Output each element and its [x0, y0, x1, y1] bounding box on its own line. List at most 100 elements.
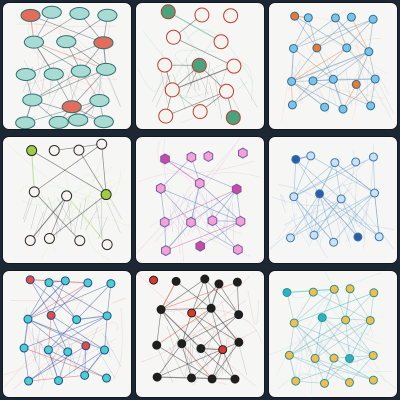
network-node — [370, 74, 380, 84]
hatch-line — [376, 71, 390, 96]
network-edge — [294, 15, 347, 49]
network-node — [291, 376, 301, 386]
network-diagram-6 — [269, 144, 395, 259]
network-node — [219, 83, 235, 99]
network-edge — [288, 322, 295, 356]
network-node — [93, 115, 114, 129]
network-node — [22, 93, 43, 107]
hatch-line — [185, 346, 190, 377]
network-edge — [293, 18, 374, 49]
network-node — [152, 340, 162, 350]
network-node — [233, 243, 243, 256]
decorative-stroke — [269, 288, 331, 356]
hatch-line — [298, 336, 304, 360]
network-diagram-7 — [3, 275, 128, 391]
network-node — [192, 104, 208, 120]
network-node — [23, 314, 33, 324]
hatch-line — [22, 197, 31, 220]
network-node — [28, 186, 40, 198]
network-node — [289, 192, 299, 202]
network-edge — [167, 11, 222, 43]
network-node — [200, 274, 210, 284]
network-diagram-3 — [281, 9, 394, 122]
hatch-line — [98, 216, 108, 239]
network-node — [232, 277, 242, 287]
network-diagram-tile-4 — [3, 137, 131, 263]
hatch-line — [216, 343, 236, 378]
network-edge — [314, 319, 346, 359]
network-node — [341, 315, 351, 325]
network-diagram-tile-5 — [136, 137, 264, 263]
hatch-line — [240, 78, 258, 108]
network-edge — [160, 278, 206, 310]
network-edge — [181, 308, 212, 344]
network-node — [152, 372, 162, 382]
network-node — [235, 215, 246, 227]
network-edge — [48, 315, 108, 351]
network-edge — [156, 344, 213, 380]
network-node — [308, 76, 318, 86]
hatch-line — [220, 65, 228, 88]
decorative-stroke — [12, 322, 119, 390]
decorative-stroke — [301, 16, 362, 120]
network-edge — [104, 315, 108, 351]
network-edge — [342, 84, 357, 110]
hatch-line — [45, 343, 63, 370]
network-node — [368, 152, 378, 162]
network-edge — [106, 283, 112, 316]
decorative-stroke — [279, 184, 341, 244]
network-edge — [349, 288, 371, 321]
hatch-line — [155, 74, 171, 108]
network-node — [342, 43, 352, 53]
decorative-stroke — [137, 49, 163, 92]
network-edge — [332, 79, 344, 110]
network-edge — [293, 48, 334, 80]
hatch-line — [276, 341, 294, 377]
decorative-stroke — [348, 144, 375, 221]
hatch-line — [339, 211, 352, 248]
network-node — [166, 29, 182, 45]
network-edge — [369, 292, 375, 321]
hatch-line — [339, 196, 348, 225]
network-node — [80, 370, 90, 380]
hatch-line — [180, 193, 191, 234]
network-node — [96, 138, 108, 150]
network-node — [23, 35, 45, 49]
network-node — [69, 6, 90, 20]
network-edge — [295, 159, 320, 194]
network-edge — [312, 47, 347, 82]
hatch-line — [327, 78, 337, 105]
network-edge — [314, 320, 371, 359]
hatch-line — [67, 340, 77, 368]
network-node — [56, 35, 77, 49]
decorative-stroke — [200, 212, 229, 241]
network-node — [68, 113, 89, 127]
hatch-line — [171, 201, 186, 226]
network-node — [24, 235, 36, 247]
hatch-line — [289, 215, 310, 245]
network-edge — [199, 183, 241, 222]
hatch-line — [185, 58, 192, 86]
decorative-stroke — [342, 183, 394, 250]
network-node — [329, 237, 339, 247]
network-edge — [200, 314, 239, 349]
network-edge — [324, 358, 350, 384]
network-diagram-tile-1 — [3, 3, 131, 129]
network-node — [338, 104, 348, 114]
network-edge — [212, 188, 237, 221]
network-node — [155, 182, 166, 195]
network-edge — [292, 78, 334, 106]
decorative-stroke — [330, 9, 372, 53]
network-node — [187, 308, 197, 318]
hatch-line — [179, 346, 197, 370]
decorative-stroke — [247, 290, 259, 325]
network-node — [70, 64, 92, 78]
network-edge — [294, 322, 374, 356]
network-edge — [293, 17, 309, 49]
hatch-line — [68, 343, 73, 376]
network-edge — [200, 221, 241, 247]
network-edge — [310, 155, 375, 194]
hatch-line — [85, 206, 100, 231]
network-edge — [84, 345, 87, 376]
network-node — [351, 79, 361, 89]
